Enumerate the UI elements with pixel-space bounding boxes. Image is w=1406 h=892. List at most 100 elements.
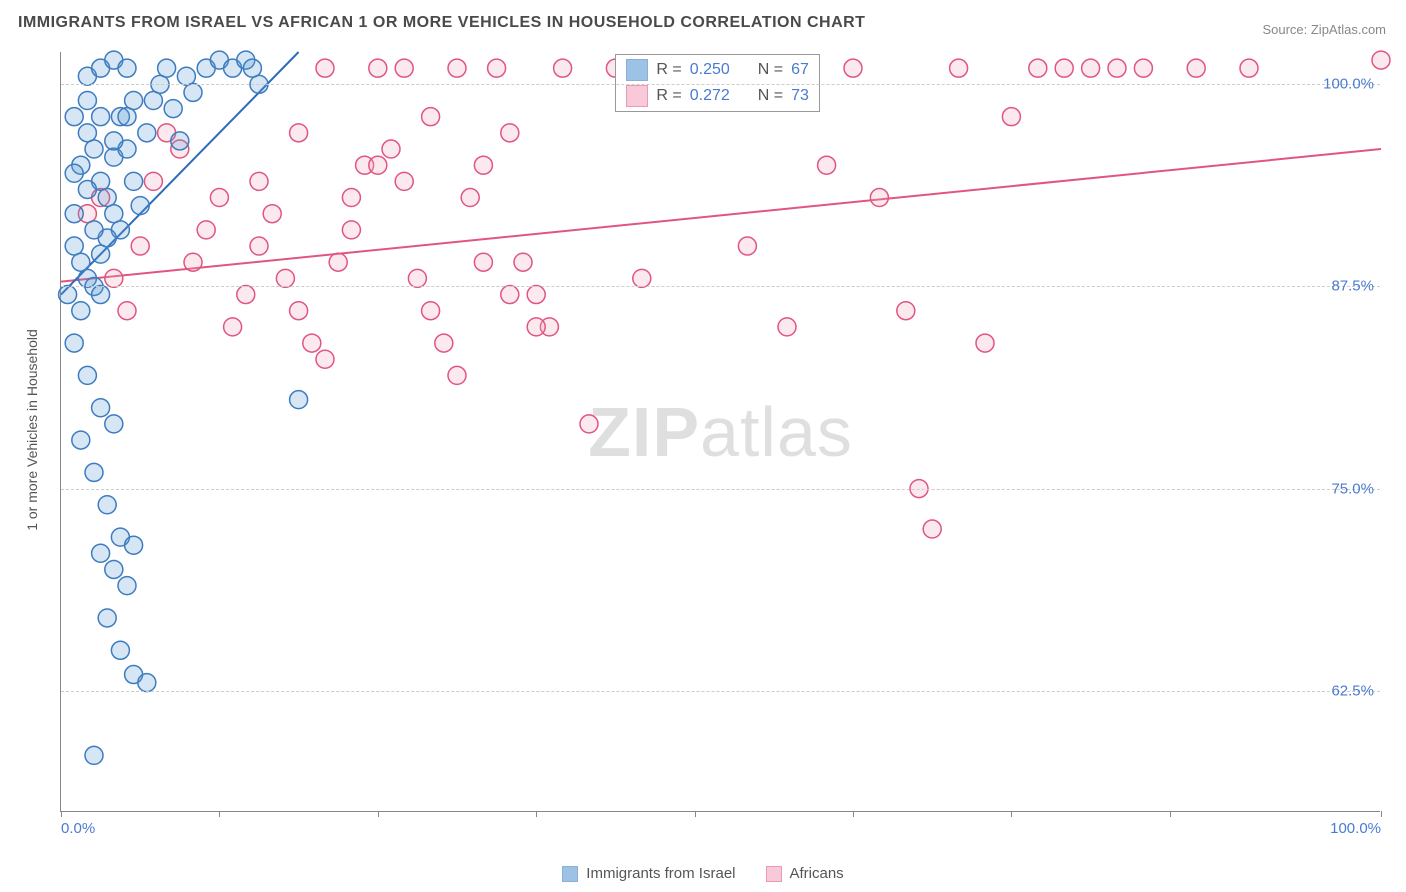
scatter-point (461, 189, 479, 207)
x-tick (1011, 811, 1012, 817)
scatter-point (527, 318, 545, 336)
scatter-point (303, 334, 321, 352)
scatter-point (250, 172, 268, 190)
scatter-point (118, 302, 136, 320)
scatter-point (78, 124, 96, 142)
scatter-point (59, 286, 77, 304)
scatter-point (501, 124, 519, 142)
scatter-point (224, 318, 242, 336)
scatter-point (844, 59, 862, 77)
scatter-point (65, 108, 83, 126)
scatter-point (554, 59, 572, 77)
scatter-point (158, 59, 176, 77)
scatter-point (78, 366, 96, 384)
y-tick-label: 100.0% (1323, 76, 1374, 93)
scatter-point (65, 164, 83, 182)
scatter-point (105, 560, 123, 578)
stat-n-value: 73 (791, 87, 809, 105)
scatter-point (98, 189, 116, 207)
scatter-point (92, 286, 110, 304)
y-axis-label: 1 or more Vehicles in Household (24, 329, 40, 531)
stat-r-value: 0.272 (690, 87, 730, 105)
scatter-point (105, 415, 123, 433)
scatter-point (125, 92, 143, 110)
scatter-point (580, 415, 598, 433)
legend-swatch (766, 866, 782, 882)
scatter-point (65, 205, 83, 223)
scatter-point (342, 189, 360, 207)
scatter-point (98, 496, 116, 514)
x-tick-label: 0.0% (61, 820, 95, 837)
legend-item: Immigrants from Israel (562, 865, 735, 882)
y-tick-label: 87.5% (1331, 278, 1374, 295)
scatter-point (369, 156, 387, 174)
scatter-point (125, 536, 143, 554)
scatter-point (164, 100, 182, 118)
scatter-point (1108, 59, 1126, 77)
scatter-point (72, 431, 90, 449)
scatter-point (897, 302, 915, 320)
plot-area: ZIPatlas R =0.250N =67R =0.272N =73 62.5… (60, 52, 1380, 812)
scatter-point (111, 641, 129, 659)
stat-r-value: 0.250 (690, 61, 730, 79)
x-tick (219, 811, 220, 817)
scatter-point (342, 221, 360, 239)
scatter-point (976, 334, 994, 352)
scatter-point (1002, 108, 1020, 126)
scatter-point (72, 302, 90, 320)
scatter-point (171, 132, 189, 150)
scatter-point (197, 221, 215, 239)
scatter-point (290, 124, 308, 142)
source-attribution: Source: ZipAtlas.com (1262, 22, 1386, 37)
scatter-point (78, 92, 96, 110)
x-tick (61, 811, 62, 817)
scatter-point (78, 180, 96, 198)
gridline-horizontal (61, 286, 1380, 287)
scatter-point (131, 237, 149, 255)
scatter-point (448, 366, 466, 384)
scatter-point (144, 172, 162, 190)
scatter-point (316, 350, 334, 368)
scatter-point (1240, 59, 1258, 77)
scatter-point (501, 286, 519, 304)
scatter-point (85, 746, 103, 764)
stat-n-value: 67 (791, 61, 809, 79)
legend-swatch (562, 866, 578, 882)
scatter-point (514, 253, 532, 271)
scatter-point (85, 221, 103, 239)
scatter-point (633, 269, 651, 287)
stats-row: R =0.272N =73 (616, 83, 819, 109)
scatter-point (85, 463, 103, 481)
scatter-point (118, 59, 136, 77)
scatter-point (738, 237, 756, 255)
scatter-point (131, 197, 149, 215)
x-tick (378, 811, 379, 817)
stats-row: R =0.250N =67 (616, 57, 819, 83)
scatter-point (105, 269, 123, 287)
scatter-point (870, 189, 888, 207)
scatter-point (92, 544, 110, 562)
legend-label: Immigrants from Israel (586, 865, 735, 882)
scatter-point (950, 59, 968, 77)
scatter-point (316, 59, 334, 77)
scatter-point (778, 318, 796, 336)
x-tick (1381, 811, 1382, 817)
scatter-point (1372, 51, 1390, 69)
scatter-point (105, 205, 123, 223)
stat-r-label: R = (656, 61, 681, 79)
scatter-point (448, 59, 466, 77)
scatter-point (1055, 59, 1073, 77)
x-tick (853, 811, 854, 817)
gridline-horizontal (61, 691, 1380, 692)
scatter-point (65, 334, 83, 352)
scatter-point (276, 269, 294, 287)
bottom-legend: Immigrants from IsraelAfricans (0, 865, 1406, 882)
scatter-point (329, 253, 347, 271)
scatter-point (395, 59, 413, 77)
x-tick (536, 811, 537, 817)
scatter-point (184, 253, 202, 271)
scatter-point (923, 520, 941, 538)
scatter-point (290, 302, 308, 320)
scatter-point (138, 124, 156, 142)
scatter-point (98, 609, 116, 627)
